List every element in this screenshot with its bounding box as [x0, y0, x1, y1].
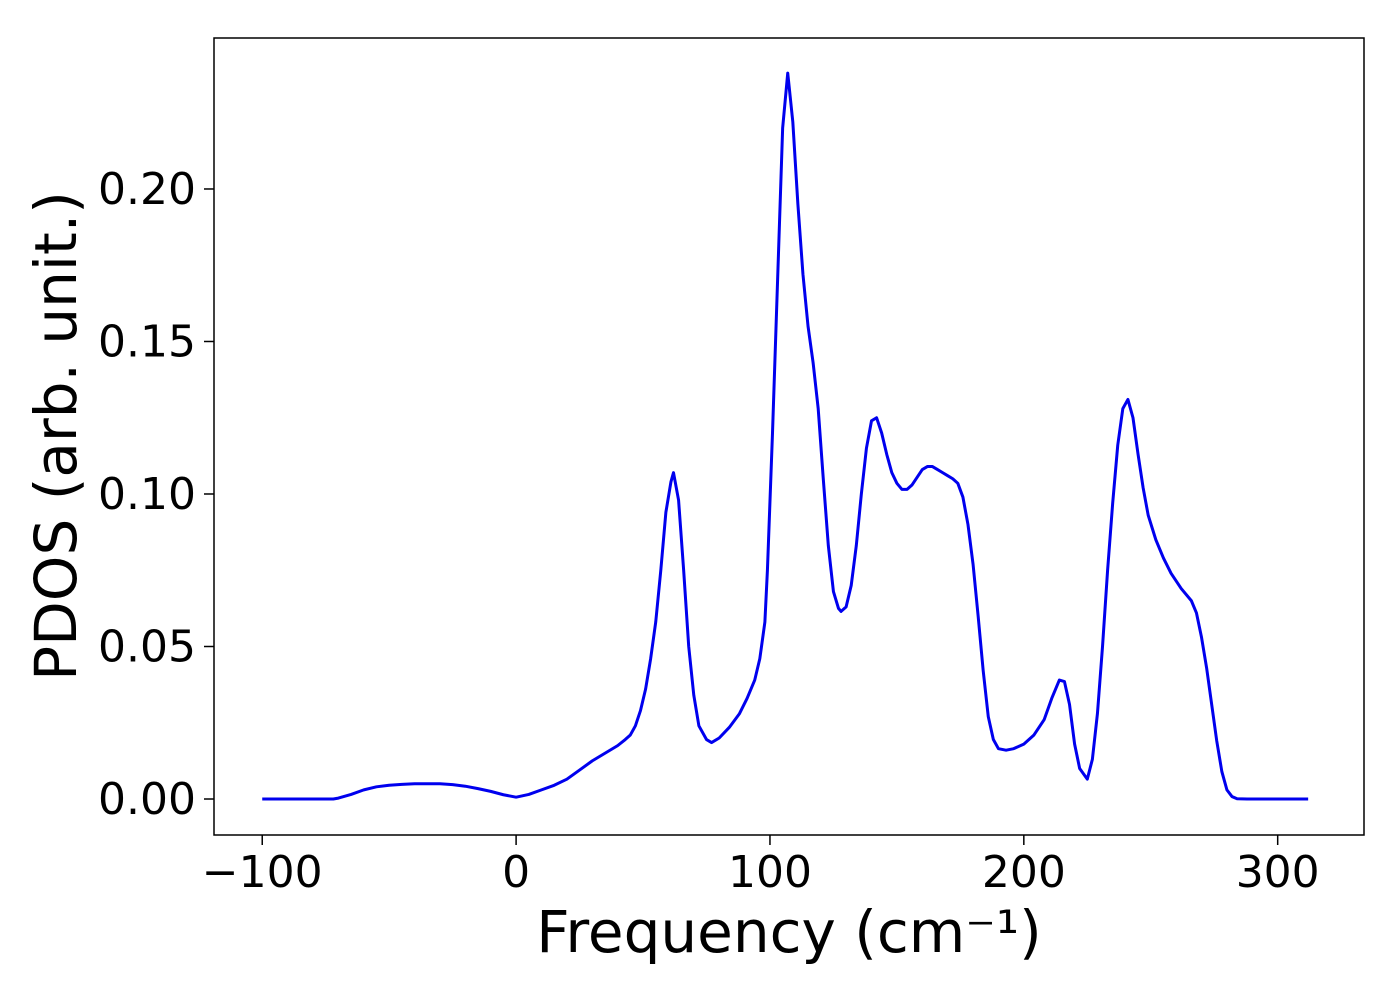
y-tick-label: 0.10 [98, 469, 196, 520]
y-tick-label: 0.00 [98, 774, 196, 825]
x-tick-label: −100 [202, 847, 323, 898]
y-tick-label: 0.05 [98, 622, 196, 673]
y-tick-label: 0.15 [98, 316, 196, 367]
plot-frame [213, 37, 1365, 836]
y-axis-label: PDOS (arb. unit.) [22, 191, 90, 681]
x-axis-label: Frequency (cm⁻¹) [536, 898, 1042, 966]
x-tick-label: 100 [728, 847, 812, 898]
x-tick-label: 0 [502, 847, 530, 898]
x-tick-label: 300 [1236, 847, 1320, 898]
line-series [262, 71, 1309, 801]
x-tick-label: 200 [982, 847, 1066, 898]
y-tick-label: 0.20 [98, 164, 196, 215]
